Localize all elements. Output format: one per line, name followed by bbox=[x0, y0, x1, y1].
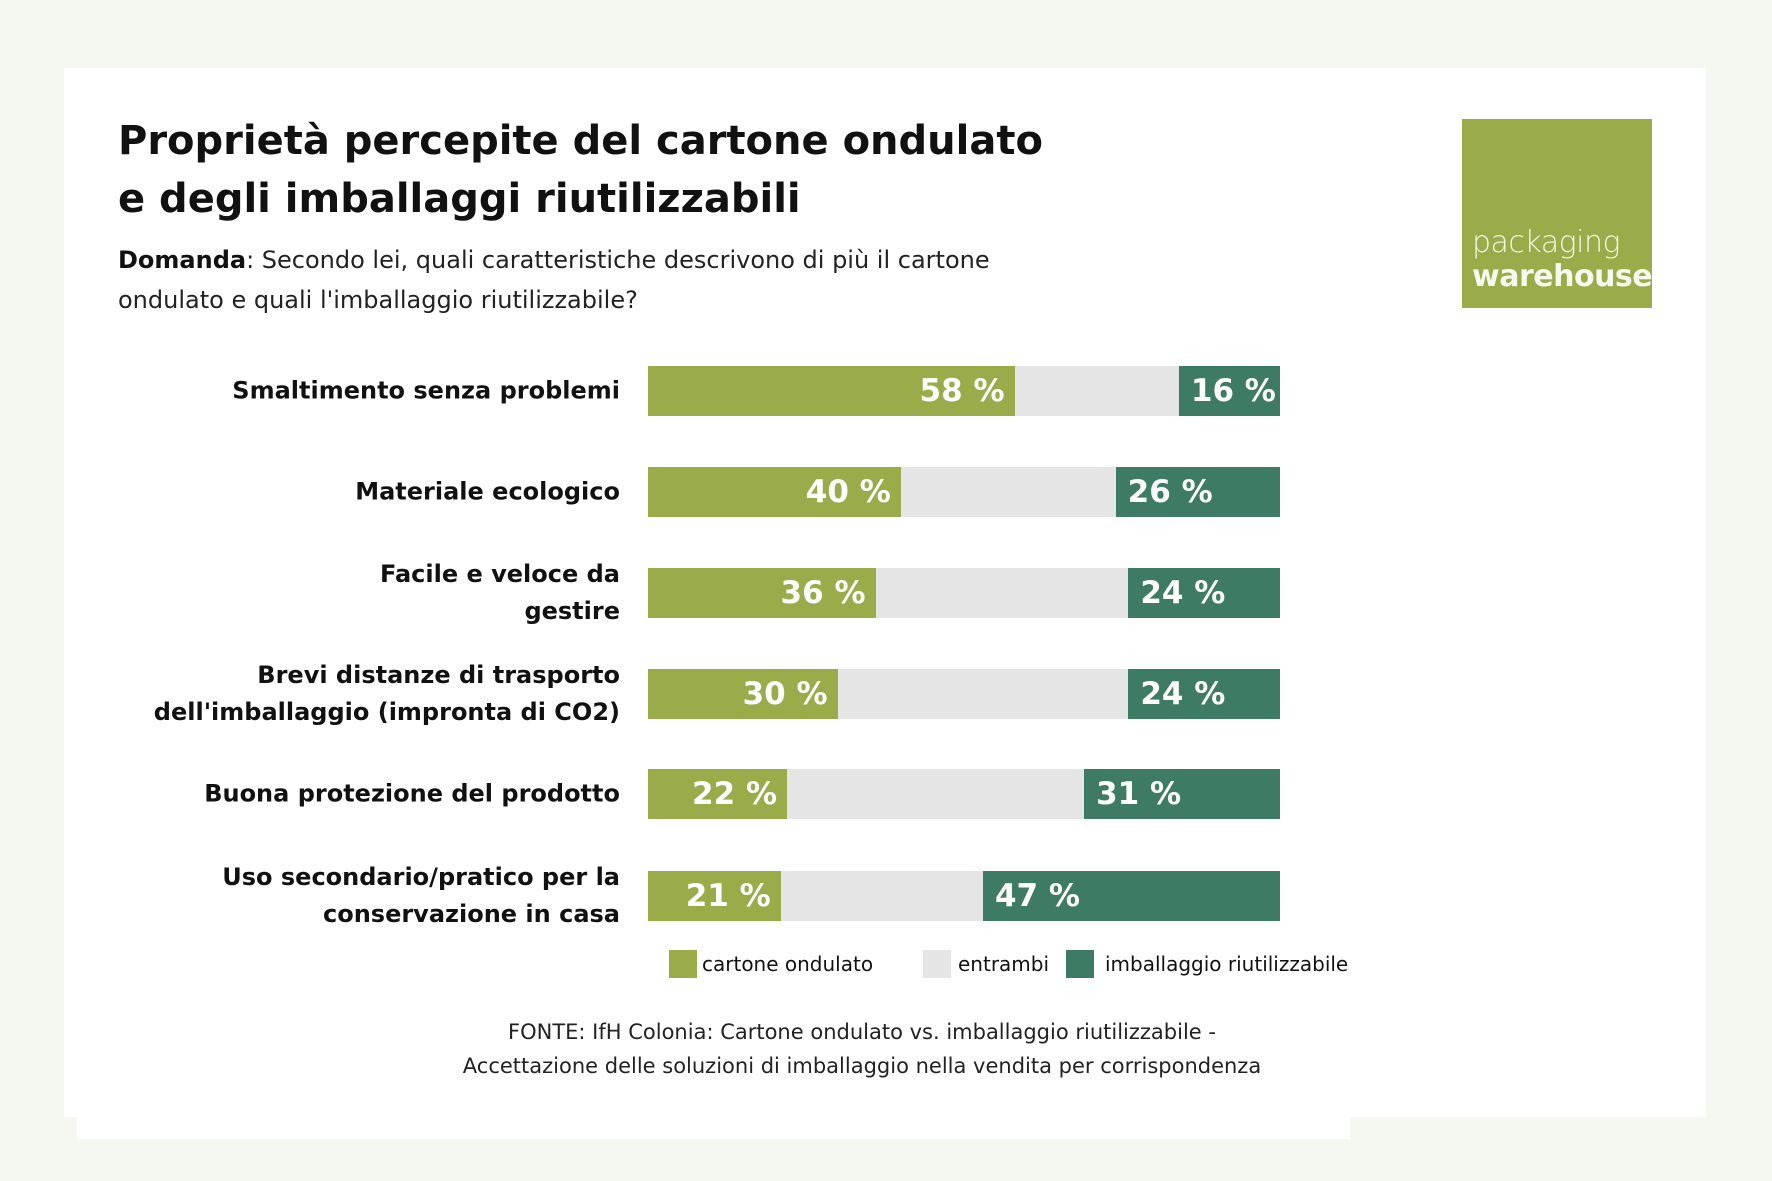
source-line2: Accettazione delle soluzioni di imballag… bbox=[462, 1054, 1262, 1078]
question-text: : Secondo lei, quali caratteristiche des… bbox=[118, 246, 990, 314]
bar-entrambi bbox=[900, 467, 1116, 517]
bar-cartone: 36 % bbox=[648, 568, 876, 618]
legend-swatch-riutilizzabile bbox=[1066, 950, 1094, 978]
category-label: Materiale ecologico bbox=[355, 477, 620, 506]
question-label: Domanda bbox=[118, 246, 247, 274]
bar-riutilizzabile: 16 % bbox=[1178, 366, 1280, 416]
value-label-cartone: 58 % bbox=[919, 373, 1005, 409]
value-label-riutilizzabile: 31 % bbox=[1096, 776, 1182, 812]
bar-riutilizzabile: 26 % bbox=[1115, 467, 1280, 517]
logo-line2: warehouse bbox=[1472, 259, 1653, 294]
legend-label-riutilizzabile: imballaggio riutilizzabile bbox=[1105, 952, 1349, 976]
bar-entrambi bbox=[780, 871, 983, 921]
source-line1: FONTE: IfH Colonia: Cartone ondulato vs.… bbox=[508, 1020, 1216, 1044]
bar-cartone: 58 % bbox=[648, 366, 1015, 416]
chart-title: Proprietà percepite del cartone ondulato… bbox=[118, 118, 1043, 222]
source-note: FONTE: IfH Colonia: Cartone ondulato vs.… bbox=[362, 1015, 1362, 1083]
value-label-riutilizzabile: 24 % bbox=[1140, 676, 1226, 712]
value-label-cartone: 36 % bbox=[780, 575, 866, 611]
value-label-cartone: 22 % bbox=[692, 776, 778, 812]
bar-entrambi bbox=[1014, 366, 1179, 416]
value-label-cartone: 21 % bbox=[685, 878, 771, 914]
bar-entrambi bbox=[875, 568, 1129, 618]
category-label: Smaltimento senza problemi bbox=[232, 376, 620, 405]
legend-label-cartone: cartone ondulato bbox=[702, 952, 874, 976]
bar-cartone: 30 % bbox=[648, 669, 838, 719]
value-label-cartone: 40 % bbox=[805, 474, 891, 510]
category-label: Buona protezione del prodotto bbox=[204, 779, 620, 808]
value-label-riutilizzabile: 16 % bbox=[1190, 373, 1276, 409]
bar-riutilizzabile: 47 % bbox=[982, 871, 1280, 921]
legend-label-entrambi: entrambi bbox=[958, 952, 1050, 976]
value-label-cartone: 30 % bbox=[742, 676, 828, 712]
packaging-warehouse-logo: packaging warehouse bbox=[1462, 119, 1653, 308]
value-label-riutilizzabile: 24 % bbox=[1140, 575, 1226, 611]
logo-line1: packaging bbox=[1472, 225, 1621, 260]
value-label-riutilizzabile: 47 % bbox=[994, 878, 1080, 914]
bar-cartone: 40 % bbox=[648, 467, 901, 517]
bar-riutilizzabile: 24 % bbox=[1128, 669, 1280, 719]
legend-swatch-cartone bbox=[669, 950, 697, 978]
category-label: Facile e veloce da gestire bbox=[380, 560, 620, 625]
category-label: Uso secondario/pratico per la conservazi… bbox=[222, 863, 620, 928]
question: Domanda: Secondo lei, quali caratteristi… bbox=[118, 240, 1078, 320]
value-label-riutilizzabile: 26 % bbox=[1127, 474, 1213, 510]
bar-riutilizzabile: 31 % bbox=[1084, 769, 1280, 819]
legend-swatch-entrambi bbox=[923, 950, 951, 978]
bar-entrambi bbox=[787, 769, 1085, 819]
category-label: Brevi distanze di trasporto dell'imballa… bbox=[153, 661, 620, 726]
card-shadow-strip bbox=[77, 1117, 1350, 1139]
bar-cartone: 21 % bbox=[648, 871, 781, 921]
bar-cartone: 22 % bbox=[648, 769, 788, 819]
bar-entrambi bbox=[837, 669, 1129, 719]
bar-riutilizzabile: 24 % bbox=[1128, 568, 1280, 618]
